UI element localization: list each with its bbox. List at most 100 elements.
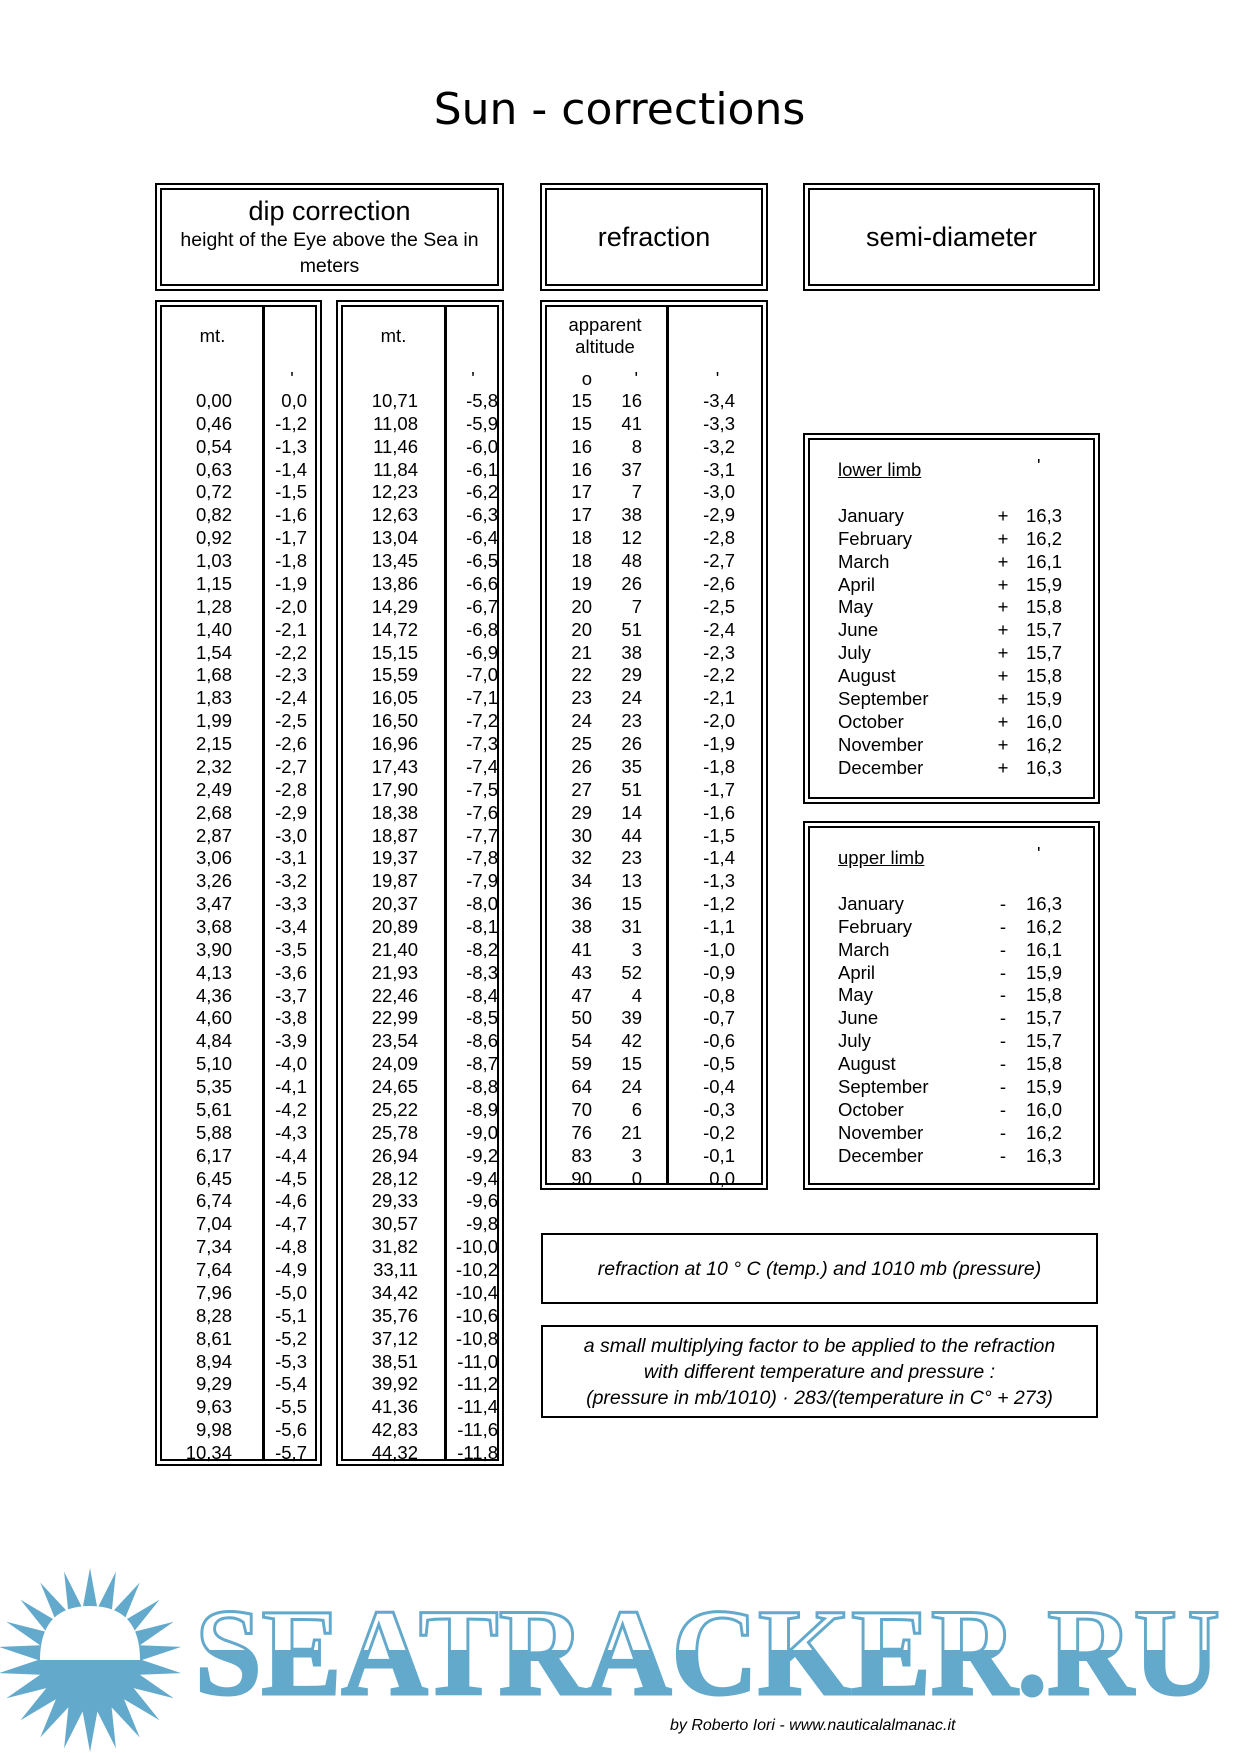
dip-height-cell: 24,09 (371, 1053, 418, 1075)
refraction-correction-cell: -3,1 (703, 458, 735, 480)
dip-height-cell: 7,34 (195, 1236, 232, 1258)
altitude-minutes-cell: 51 (621, 778, 642, 800)
refraction-correction-cell: -1,1 (703, 916, 735, 937)
minute-symbol: ' (1037, 843, 1041, 864)
dip-correction-cell: -7,9 (466, 870, 498, 892)
month-cell: November (838, 1121, 924, 1143)
dip-correction-cell: -7,0 (466, 664, 498, 686)
altitude-minutes-cell: 3 (631, 938, 642, 960)
altitude-degrees-cell: 17 (571, 504, 592, 526)
month-cell: April (838, 961, 876, 983)
dip-height-cell: 15,15 (371, 641, 418, 663)
semi-diameter-cell: 15,8 (1026, 1053, 1063, 1075)
refraction-correction-cell: -1,6 (703, 801, 735, 823)
dip-correction-cell: -5,4 (275, 1373, 307, 1395)
dip-correction-cell: -7,1 (466, 687, 498, 709)
dip-correction-cell: -3,6 (275, 961, 307, 983)
dip-height-cell: 30,57 (371, 1213, 418, 1235)
semi-diameter-cell: 16,2 (1026, 915, 1063, 937)
dip-correction-cell: -5,6 (275, 1419, 307, 1441)
dip-correction-cell: -5,3 (275, 1350, 307, 1372)
dip-height-cell: 22,99 (371, 1007, 418, 1029)
altitude-minutes-cell: 29 (621, 664, 642, 686)
semi-diameter-cell: 15,9 (1026, 1075, 1063, 1097)
refraction-correction-cell: -0,3 (703, 1098, 735, 1120)
sign-cell: - (999, 961, 1007, 983)
semi-diameter-cell: 15,7 (1026, 1030, 1063, 1052)
dip-correction-cell: -6,1 (466, 458, 498, 480)
dip-correction-cell: -4,9 (275, 1259, 307, 1281)
month-cell: December (838, 1144, 924, 1166)
dip-height-cell: 11,08 (373, 412, 418, 434)
dip-height-cell: 6,74 (195, 1190, 232, 1212)
dip-correction-cell: -3,7 (275, 984, 307, 1006)
refraction-correction-cell: -0,9 (703, 961, 735, 983)
dip-correction-cell: -3,2 (275, 870, 307, 892)
dip-correction-cell: 0,0 (281, 390, 307, 411)
altitude-degrees-cell: 90 (571, 1167, 592, 1189)
dip-height-cell: 0,72 (195, 481, 232, 503)
column-divider (262, 306, 265, 1460)
dip-correction-cell: -2,3 (275, 664, 307, 686)
refraction-correction-cell: -0,4 (703, 1076, 735, 1098)
dip-height-cell: 5,88 (195, 1121, 232, 1143)
month-cell: May (838, 984, 873, 1006)
month-cell: September (838, 1075, 929, 1097)
dip-height-cell: 1,99 (195, 710, 232, 732)
dip-correction-cell: -2,6 (275, 733, 307, 755)
semi-diameter-cell: 15,7 (1026, 642, 1063, 664)
dip-correction-cell: -4,3 (275, 1121, 307, 1143)
dip-correction-cell: -3,0 (275, 824, 307, 846)
altitude-degrees-cell: 15 (571, 412, 592, 434)
dip-height-cell: 10,71 (371, 390, 418, 411)
dip-height-cell: 0,46 (195, 412, 232, 434)
dip-height-cell: 44,32 (371, 1442, 418, 1464)
altitude-degrees-cell: 43 (571, 961, 592, 983)
refraction-correction-cell: -0,2 (703, 1121, 735, 1143)
minute-symbol: ' (634, 368, 638, 389)
dip-height-cell: 20,37 (371, 893, 418, 915)
dip-height-cell: 18,87 (371, 824, 418, 846)
dip-correction-cell: -11,6 (457, 1419, 498, 1441)
dip-correction-cell: -7,7 (466, 824, 498, 846)
column-divider (444, 306, 447, 1460)
sign-cell: + (997, 573, 1009, 595)
logo-text: SEATRACKER.RU (195, 1584, 1220, 1721)
dip-height-cell: 37,12 (371, 1327, 418, 1349)
dip-height-cell: 9,63 (195, 1396, 232, 1418)
sign-cell: + (997, 619, 1009, 641)
refraction-correction-cell: 0,0 (709, 1167, 735, 1189)
dip-height-cell: 29,33 (371, 1190, 418, 1212)
dip-height-cell: 0,63 (195, 458, 232, 480)
dip-correction-cell: -10,2 (455, 1259, 498, 1281)
altitude-minutes-cell: 31 (621, 916, 642, 937)
semi-diameter-cell: 16,2 (1026, 527, 1063, 549)
dip-correction-cell: -8,8 (466, 1076, 498, 1098)
dip-correction-cell: -4,8 (275, 1236, 307, 1258)
dip-correction-cell: -4,4 (275, 1144, 307, 1166)
dip-correction-cell: -4,6 (275, 1190, 307, 1212)
altitude-degrees-cell: 54 (571, 1030, 592, 1052)
dip-correction-cell: -7,2 (466, 710, 498, 732)
month-cell: May (838, 596, 873, 618)
altitude-degrees-cell: 21 (571, 641, 592, 663)
semi-diameter-cell: 16,1 (1026, 550, 1063, 572)
altitude-minutes-cell: 35 (621, 755, 642, 777)
dip-height-cell: 14,72 (371, 618, 418, 640)
dip-correction-cell: -2,1 (275, 618, 307, 640)
sun-icon (0, 1568, 182, 1752)
dip-correction-cell: -6,0 (466, 435, 498, 457)
dip-height-cell: 1,28 (195, 595, 232, 617)
dip-correction-cell: -9,8 (466, 1213, 498, 1235)
refraction-correction-cell: -1,3 (703, 870, 735, 892)
dip-height-cell: 6,17 (195, 1144, 232, 1166)
refraction-correction-cell: -2,1 (703, 687, 735, 709)
dip-correction-cell: -6,2 (466, 481, 498, 503)
altitude-degrees-cell: 16 (571, 435, 592, 457)
refraction-correction-cell: -1,2 (703, 893, 735, 915)
dip-height-cell: 2,49 (195, 778, 232, 800)
dip-correction-cell: -8,1 (466, 916, 498, 937)
semi-diameter-cell: 16,2 (1026, 733, 1063, 755)
dip-height-cell: 23,54 (371, 1030, 418, 1052)
dip-correction-cell: -11,4 (457, 1396, 498, 1418)
